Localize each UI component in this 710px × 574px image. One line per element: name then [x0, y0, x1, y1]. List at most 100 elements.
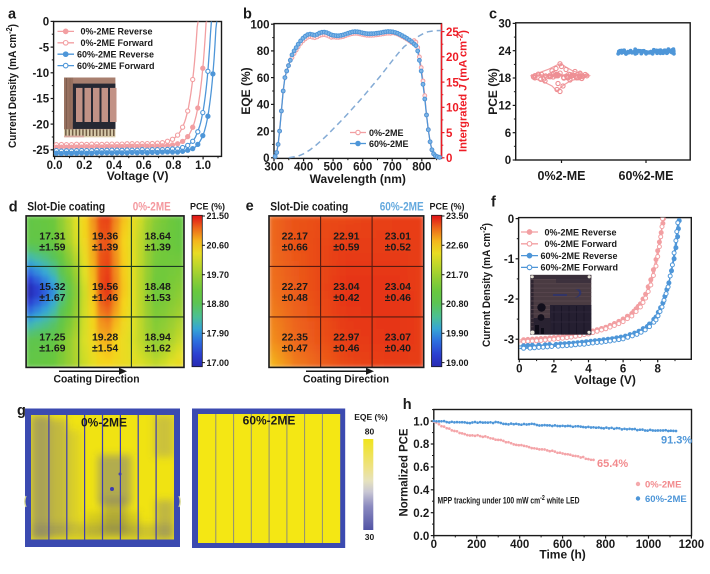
svg-text:-15: -15	[32, 94, 49, 106]
svg-text:0.2: 0.2	[76, 160, 92, 172]
svg-text:EQE (%): EQE (%)	[354, 412, 388, 422]
svg-text:200: 200	[467, 539, 486, 551]
svg-text:Coating Direction: Coating Direction	[303, 374, 389, 386]
svg-text:5: 5	[446, 128, 453, 140]
svg-text:20: 20	[446, 52, 459, 64]
svg-text:18.94: 18.94	[145, 332, 171, 344]
svg-text:0%-2ME Reverse: 0%-2ME Reverse	[81, 27, 153, 37]
svg-text:PCE (%): PCE (%)	[430, 202, 465, 212]
svg-text:a: a	[8, 7, 17, 23]
svg-text:17.90: 17.90	[207, 329, 230, 339]
svg-text:19.36: 19.36	[92, 231, 118, 243]
svg-text:±1.54: ±1.54	[92, 343, 118, 355]
svg-text:0: 0	[43, 17, 49, 29]
svg-text:e: e	[246, 199, 254, 215]
svg-text:400: 400	[510, 539, 529, 551]
svg-text:800: 800	[596, 539, 615, 551]
svg-text:0%-2ME: 0%-2ME	[369, 128, 404, 138]
svg-text:±1.69: ±1.69	[39, 343, 65, 355]
svg-text:18.80: 18.80	[207, 299, 230, 309]
svg-text:Normalized PCE: Normalized PCE	[399, 428, 411, 516]
svg-text:18: 18	[498, 73, 511, 85]
svg-text:±1.67: ±1.67	[39, 292, 65, 304]
svg-text:700: 700	[383, 161, 402, 173]
svg-text:65.4%: 65.4%	[597, 458, 628, 470]
svg-text:±0.42: ±0.42	[333, 292, 359, 304]
svg-text:0.2: 0.2	[413, 508, 429, 520]
svg-text:±0.40: ±0.40	[385, 343, 411, 355]
svg-text:±1.39: ±1.39	[92, 242, 118, 254]
svg-text:22.35: 22.35	[282, 332, 308, 344]
svg-text:6: 6	[620, 363, 626, 375]
svg-text:60%-2ME Forward: 60%-2ME Forward	[77, 61, 155, 71]
svg-text:80: 80	[365, 427, 375, 437]
svg-text:1000: 1000	[636, 539, 662, 551]
svg-text:Slot-Die coating: Slot-Die coating	[270, 202, 348, 214]
svg-text:0%-2ME: 0%-2ME	[645, 480, 681, 491]
svg-text:0%-2ME Forward: 0%-2ME Forward	[545, 239, 618, 249]
svg-text:300: 300	[264, 161, 283, 173]
svg-text:±0.48: ±0.48	[282, 292, 308, 304]
svg-text:0%2-ME: 0%2-ME	[538, 169, 586, 183]
svg-text:40: 40	[257, 100, 270, 112]
svg-text:91.3%: 91.3%	[661, 435, 692, 447]
svg-text:0.8: 0.8	[165, 160, 182, 172]
svg-text:Time (h): Time (h)	[539, 548, 585, 562]
svg-text:19.28: 19.28	[92, 332, 118, 344]
svg-text:800: 800	[412, 161, 431, 173]
svg-text:PCE (%): PCE (%)	[190, 202, 225, 212]
svg-text:0%-2ME Reverse: 0%-2ME Reverse	[545, 227, 617, 237]
svg-text:30: 30	[498, 19, 511, 31]
svg-text:±0.46: ±0.46	[333, 343, 359, 355]
svg-text:22.91: 22.91	[333, 231, 359, 243]
svg-text:-25: -25	[32, 145, 49, 157]
svg-text:500: 500	[324, 161, 343, 173]
svg-text:23.04: 23.04	[333, 281, 359, 293]
svg-text:8: 8	[654, 363, 661, 375]
svg-text:0.0: 0.0	[47, 160, 63, 172]
svg-text:80: 80	[257, 46, 270, 58]
svg-text:h: h	[403, 397, 412, 413]
svg-text:24: 24	[498, 46, 511, 58]
svg-text:600: 600	[553, 539, 572, 551]
svg-text:EQE (%): EQE (%)	[239, 67, 253, 114]
svg-text:MPP tracking under 100 mW cm-2: MPP tracking under 100 mW cm-2 white LED	[438, 495, 580, 506]
svg-text:±1.59: ±1.59	[39, 242, 65, 254]
svg-text:30: 30	[365, 532, 375, 542]
svg-text:22.17: 22.17	[282, 231, 308, 243]
svg-text:1200: 1200	[679, 539, 705, 551]
svg-text:15: 15	[446, 77, 459, 89]
svg-text:0.6: 0.6	[136, 160, 152, 172]
svg-text:Coating Direction: Coating Direction	[54, 374, 140, 386]
svg-text:10: 10	[446, 103, 459, 115]
svg-text:1.0: 1.0	[195, 160, 211, 172]
svg-text:Voltage (V): Voltage (V)	[574, 373, 636, 387]
svg-text:60%-2ME: 60%-2ME	[369, 139, 409, 149]
svg-text:±1.39: ±1.39	[145, 242, 171, 254]
svg-text:2: 2	[551, 363, 557, 375]
svg-text:600: 600	[353, 161, 372, 173]
svg-text:60%2-ME: 60%2-ME	[619, 169, 674, 183]
svg-text:12: 12	[498, 101, 511, 113]
svg-text:20.60: 20.60	[207, 241, 230, 251]
svg-text:100: 100	[250, 19, 269, 31]
svg-text:20.80: 20.80	[446, 299, 469, 309]
svg-text:23.01: 23.01	[385, 231, 411, 243]
svg-text:f: f	[491, 195, 496, 211]
svg-text:20: 20	[257, 126, 270, 138]
svg-text:0%-2ME: 0%-2ME	[133, 202, 171, 214]
svg-text:0.4: 0.4	[106, 160, 123, 172]
svg-text:±0.47: ±0.47	[282, 343, 308, 355]
svg-text:17.31: 17.31	[39, 231, 65, 243]
svg-text:c: c	[489, 6, 497, 22]
svg-text:0: 0	[505, 155, 511, 167]
svg-text:19.90: 19.90	[446, 329, 469, 339]
svg-text:4: 4	[585, 363, 592, 375]
svg-text:15.32: 15.32	[39, 281, 65, 293]
svg-text:21.70: 21.70	[446, 270, 469, 280]
svg-text:b: b	[243, 6, 252, 22]
svg-text:-5: -5	[39, 42, 50, 54]
svg-text:18.48: 18.48	[145, 281, 171, 293]
svg-text:0%-2ME: 0%-2ME	[81, 416, 127, 430]
svg-text:17.00: 17.00	[207, 358, 230, 368]
